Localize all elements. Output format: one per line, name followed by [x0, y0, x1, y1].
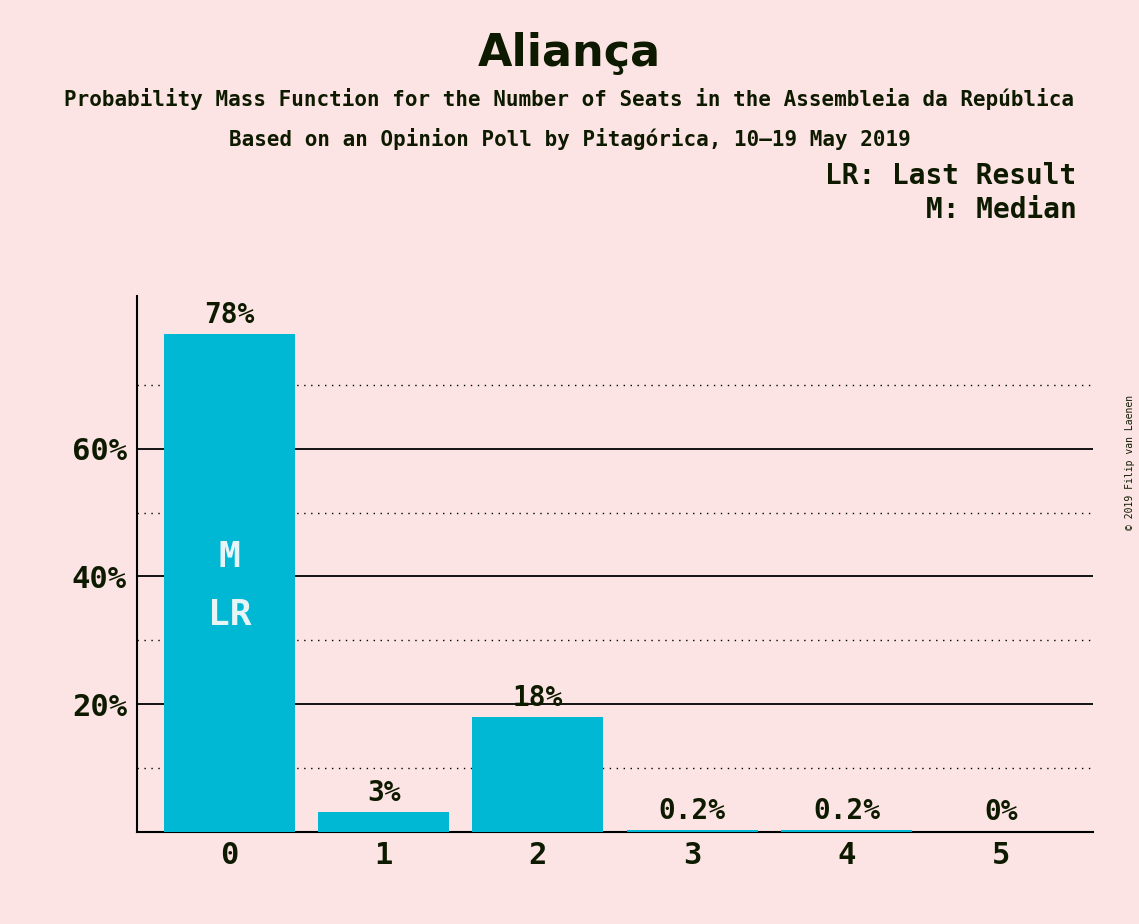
Text: 78%: 78% [204, 301, 254, 329]
Text: LR: Last Result: LR: Last Result [825, 162, 1076, 189]
Text: 3%: 3% [367, 779, 400, 808]
Bar [318, 812, 449, 832]
Text: © 2019 Filip van Laenen: © 2019 Filip van Laenen [1125, 395, 1134, 529]
Text: M: Median: M: Median [926, 196, 1076, 224]
Bar [164, 334, 295, 832]
Text: 18%: 18% [513, 684, 563, 711]
Text: 0.2%: 0.2% [813, 797, 880, 825]
Text: Aliança: Aliança [478, 32, 661, 76]
Bar [781, 831, 912, 832]
Text: M: M [219, 541, 240, 574]
Bar [473, 717, 604, 832]
Text: 0.2%: 0.2% [658, 797, 726, 825]
Text: 0%: 0% [984, 798, 1017, 826]
Text: LR: LR [207, 598, 251, 632]
Text: Probability Mass Function for the Number of Seats in the Assembleia da República: Probability Mass Function for the Number… [65, 88, 1074, 110]
Text: Based on an Opinion Poll by Pitagórica, 10–19 May 2019: Based on an Opinion Poll by Pitagórica, … [229, 128, 910, 150]
Bar [626, 831, 757, 832]
